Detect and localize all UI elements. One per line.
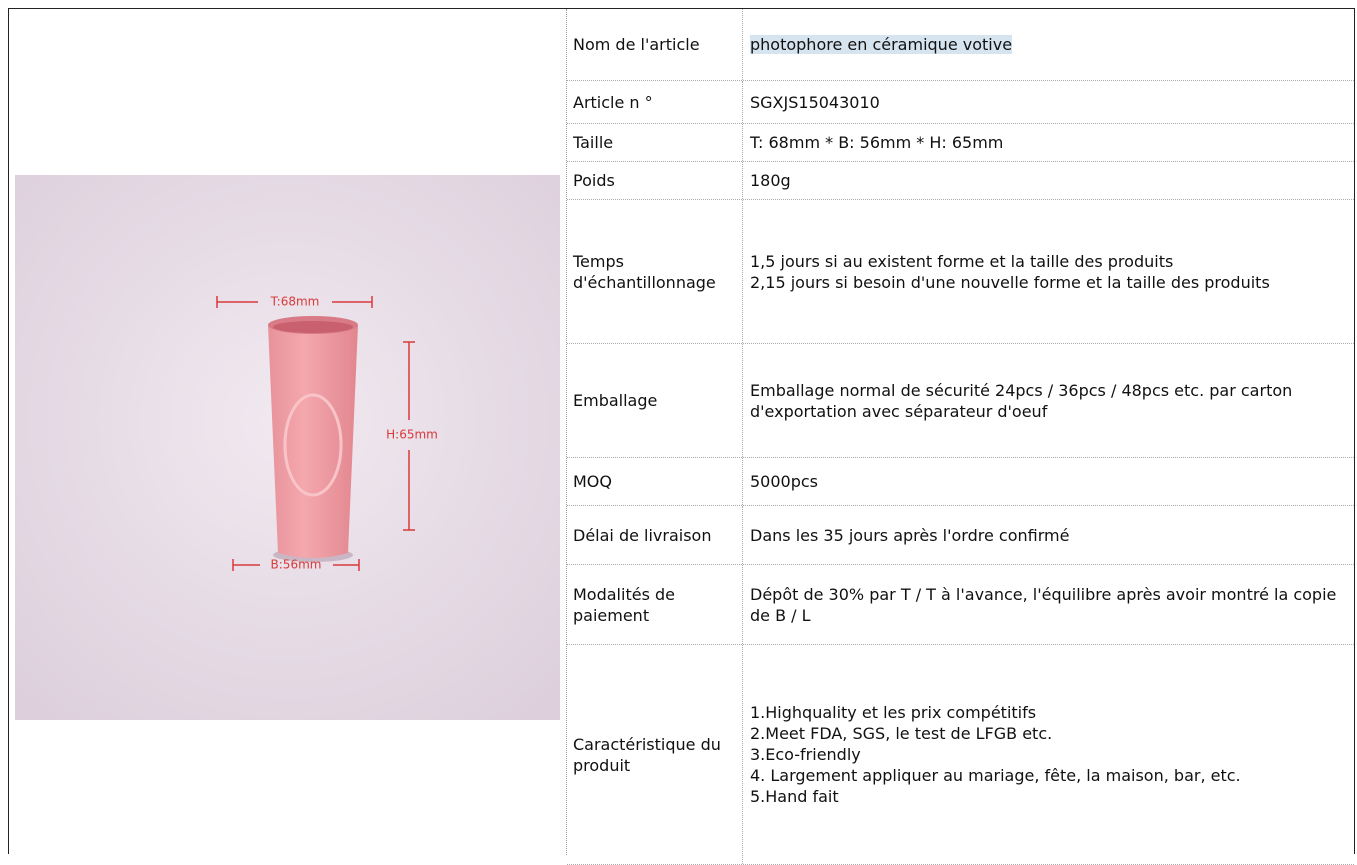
row-label: Modalités de paiement [567,565,743,644]
row-value: T: 68mm * B: 56mm * H: 65mm [743,132,1354,153]
value-line: 3.Eco-friendly [750,744,1350,765]
value-text: 180g [750,171,791,190]
table-row: Taille T: 68mm * B: 56mm * H: 65mm [567,124,1354,162]
value-text: T: 68mm * B: 56mm * H: 65mm [750,133,1003,152]
value-line: 4. Largement appliquer au mariage, fête,… [750,765,1350,786]
row-label: Emballage [567,344,743,457]
row-label: Délai de livraison [567,506,743,564]
value-text: Dans les 35 jours après l'ordre confirmé [750,526,1069,545]
row-value: SGXJS15043010 [743,92,1354,113]
value-text: 1,5 jours si au existent forme et la tai… [750,252,1173,271]
value-line: SGXJS15043010 [750,92,1350,113]
value-text: 5000pcs [750,472,818,491]
value-line: 180g [750,170,1350,191]
value-line: 1.Highquality et les prix compétitifs [750,702,1350,723]
table-row: Nom de l'article photophore en céramique … [567,9,1354,81]
value-line: photophore en céramique votive [750,34,1350,55]
dimension-label: H:65mm [386,428,438,442]
value-text: 2.Meet FDA, SGS, le test de LFGB etc. [750,724,1052,743]
value-line: 1,5 jours si au existent forme et la tai… [750,251,1350,272]
value-text: 1.Highquality et les prix compétitifs [750,703,1036,722]
row-label: Article n ° [567,81,743,123]
value-text: photophore en céramique votive [750,35,1012,54]
value-line: Dépôt de 30% par T / T à l'avance, l'équ… [750,584,1350,626]
value-line: 2.Meet FDA, SGS, le test de LFGB etc. [750,723,1350,744]
value-text: Dépôt de 30% par T / T à l'avance, l'équ… [750,585,1336,625]
value-text: 5.Hand fait [750,787,839,806]
page: T:68mm H:65mm B:56mm Nom de l'article pho… [0,0,1357,854]
value-text: SGXJS15043010 [750,93,880,112]
value-line: T: 68mm * B: 56mm * H: 65mm [750,132,1350,153]
value-text: 4. Largement appliquer au mariage, fête,… [750,766,1241,785]
value-line: 5000pcs [750,471,1350,492]
row-label: Taille [567,124,743,161]
product-photo: T:68mm H:65mm B:56mm [15,175,560,720]
row-value: 5000pcs [743,471,1354,492]
table-row: Poids 180g [567,162,1354,200]
row-label: Caractéristique du produit [567,645,743,864]
row-value: 1,5 jours si au existent forme et la tai… [743,251,1354,293]
value-text: 2,15 jours si besoin d'une nouvelle form… [750,273,1270,292]
row-value: 180g [743,170,1354,191]
table-row: Délai de livraison Dans les 35 jours aprè… [567,506,1354,565]
value-text: Emballage normal de sécurité 24pcs / 36p… [750,381,1292,421]
row-value: Dans les 35 jours après l'ordre confirmé [743,525,1354,546]
table-row: MOQ 5000pcs [567,458,1354,506]
product-table: T:68mm H:65mm B:56mm Nom de l'article pho… [8,8,1355,854]
table-row: Temps d'échantillonnage 1,5 jours si au e… [567,200,1354,344]
value-line: Emballage normal de sécurité 24pcs / 36p… [750,380,1350,422]
row-label: Poids [567,162,743,199]
row-value: Dépôt de 30% par T / T à l'avance, l'équ… [743,584,1354,626]
dimension-label: T:68mm [270,295,320,309]
value-line: 5.Hand fait [750,786,1350,807]
value-line: Dans les 35 jours après l'ordre confirmé [750,525,1350,546]
value-line: 2,15 jours si besoin d'une nouvelle form… [750,272,1350,293]
row-value: Emballage normal de sécurité 24pcs / 36p… [743,380,1354,422]
row-label: Temps d'échantillonnage [567,200,743,343]
row-value: photophore en céramique votive [743,34,1354,55]
dimension-label: B:56mm [271,558,322,572]
image-cell: T:68mm H:65mm B:56mm [9,9,567,855]
row-label: MOQ [567,458,743,505]
table-row: Article n ° SGXJS15043010 [567,81,1354,124]
value-text: 3.Eco-friendly [750,745,861,764]
row-label: Nom de l'article [567,9,743,80]
row-value: 1.Highquality et les prix compétitifs 2.M… [743,702,1354,807]
